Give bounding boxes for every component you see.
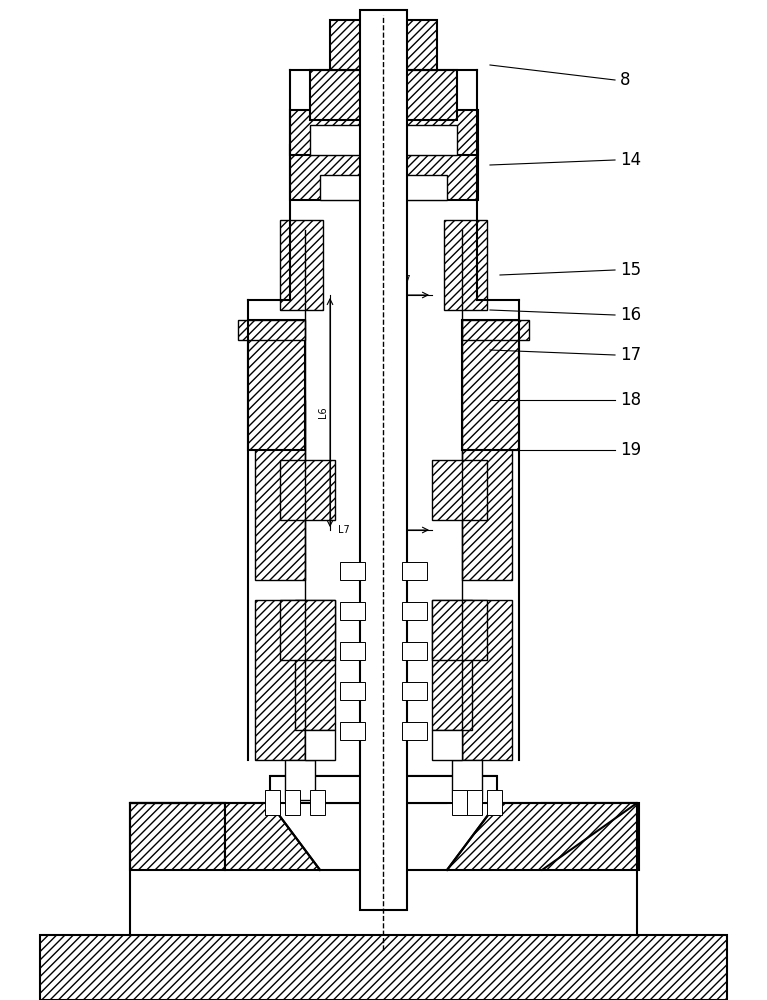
Bar bbox=[402, 642, 427, 660]
Bar bbox=[360, 10, 407, 910]
Bar bbox=[432, 600, 472, 730]
Bar bbox=[40, 935, 727, 1000]
Text: L7: L7 bbox=[338, 525, 350, 535]
Bar bbox=[467, 790, 482, 815]
Bar bbox=[402, 562, 427, 580]
Bar bbox=[340, 682, 365, 700]
Bar bbox=[265, 790, 280, 815]
Bar bbox=[542, 803, 639, 870]
Bar bbox=[330, 20, 437, 70]
Bar bbox=[285, 760, 315, 800]
Bar bbox=[280, 220, 323, 310]
Text: 18: 18 bbox=[620, 391, 641, 409]
Bar bbox=[432, 730, 462, 760]
Bar bbox=[310, 70, 457, 120]
Text: 16: 16 bbox=[620, 306, 641, 324]
Bar bbox=[280, 460, 335, 520]
Polygon shape bbox=[130, 803, 320, 870]
Text: 19: 19 bbox=[620, 441, 641, 459]
Bar bbox=[462, 320, 529, 340]
Bar bbox=[290, 110, 478, 155]
Bar bbox=[402, 722, 427, 740]
Bar bbox=[310, 125, 457, 155]
Bar bbox=[340, 722, 365, 740]
Text: 17: 17 bbox=[620, 346, 641, 364]
Bar bbox=[238, 320, 305, 340]
Bar bbox=[305, 730, 335, 760]
Bar bbox=[432, 600, 487, 660]
Text: 15: 15 bbox=[620, 261, 641, 279]
Bar bbox=[340, 602, 365, 620]
Bar bbox=[285, 790, 300, 815]
Bar bbox=[280, 600, 335, 660]
Bar bbox=[444, 220, 487, 310]
Bar bbox=[340, 642, 365, 660]
Bar bbox=[290, 145, 478, 200]
Bar bbox=[462, 600, 512, 760]
Bar bbox=[130, 803, 225, 870]
Bar bbox=[432, 460, 487, 520]
Polygon shape bbox=[270, 776, 497, 803]
Bar bbox=[487, 790, 502, 815]
Bar bbox=[255, 400, 305, 580]
Bar bbox=[402, 682, 427, 700]
Bar bbox=[255, 600, 305, 760]
Bar bbox=[248, 320, 305, 450]
Text: L6: L6 bbox=[318, 406, 328, 418]
Text: L7: L7 bbox=[399, 275, 411, 285]
Bar bbox=[320, 175, 447, 200]
Text: 14: 14 bbox=[620, 151, 641, 169]
Bar bbox=[310, 790, 325, 815]
Text: 8: 8 bbox=[620, 71, 630, 89]
Bar bbox=[462, 320, 519, 450]
Bar bbox=[340, 562, 365, 580]
Bar bbox=[402, 602, 427, 620]
Bar bbox=[270, 776, 497, 803]
Bar bbox=[452, 790, 467, 815]
Bar bbox=[452, 760, 482, 800]
Polygon shape bbox=[447, 803, 637, 870]
Bar bbox=[462, 400, 512, 580]
Bar bbox=[295, 600, 335, 730]
